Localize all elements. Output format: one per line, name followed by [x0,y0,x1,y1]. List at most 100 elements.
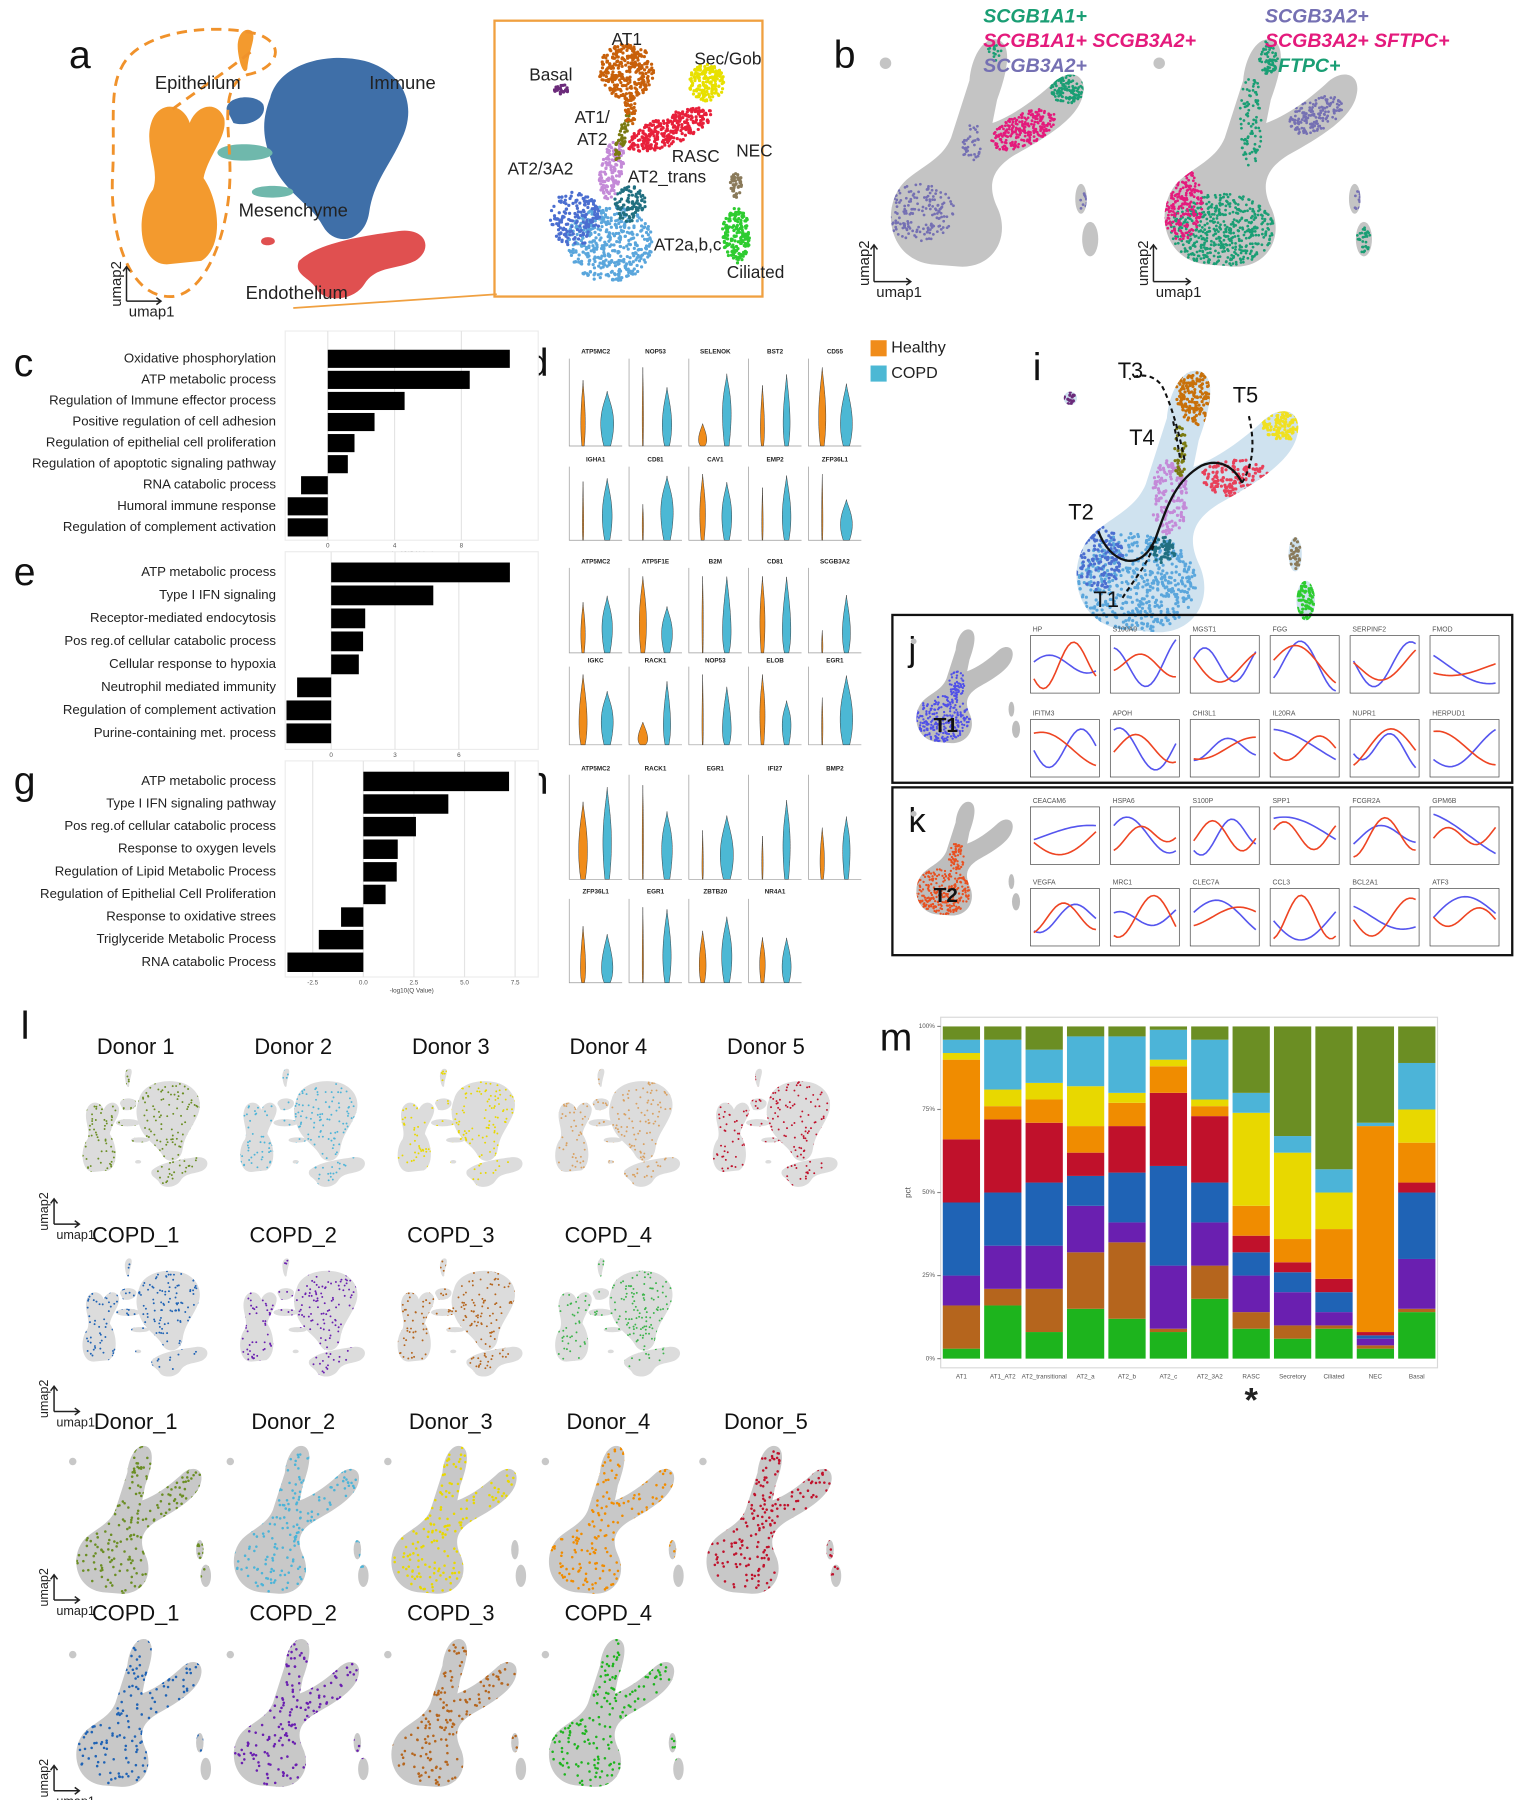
cell-dot [650,130,654,134]
cell-dot [1356,190,1359,193]
cell-dot [600,78,604,82]
bar-segment [1149,1066,1188,1093]
cell-dot [1159,572,1163,576]
cell-dot [1040,134,1044,138]
cell-dot [641,129,645,133]
bar-segment [984,1119,1022,1193]
subcluster-label: AT1 [612,29,642,49]
cell-dot [1248,252,1252,256]
cell-dot [1221,202,1224,206]
cell-dot [739,221,743,225]
cell-dot [1172,552,1177,556]
cell-dot [677,114,681,119]
cell-dot [1288,120,1292,123]
cell-dot [614,179,618,183]
cell-dot [1241,87,1245,91]
bar [363,816,416,837]
cell-dot [1167,191,1171,195]
bar-segment [1398,1312,1436,1359]
cell-dot [1290,124,1294,128]
cell-dot [1239,117,1242,121]
bar-segment [1273,1239,1312,1263]
bar-segment [1149,1092,1188,1166]
cell-dot [1266,213,1270,216]
cell-dot [1058,87,1061,90]
cell-dot [730,238,734,242]
cell-dot [585,218,589,222]
cell-dot [645,76,650,80]
cell-dot [924,207,928,210]
cell-dot [1142,580,1146,584]
cell-dot [1203,195,1207,199]
cell-dot [1187,167,1191,171]
cell-dot [1229,258,1232,262]
cell-dot [680,125,684,129]
cell-dot [963,138,966,142]
bar [331,585,434,606]
cell-dot [626,205,630,210]
cell-dot [1215,237,1218,241]
gene-label: NOP53 [705,658,726,665]
cell-dot [1153,481,1157,485]
cell-dot [1131,562,1135,566]
cell-dot [627,214,631,219]
cell-dot [1238,248,1241,251]
cell-dot [1179,250,1183,253]
cell-dot [1089,580,1093,584]
cell-dot [1114,548,1118,552]
cell-dot [1173,171,1177,175]
cell-dot [652,134,656,138]
cell-dot [1079,207,1083,210]
cell-dot [1182,221,1186,224]
cell-dot [1002,133,1006,137]
cell-dot [968,124,972,128]
cell-dot [669,136,673,140]
cell-dot [617,73,621,78]
cell-dot [617,48,621,52]
cell-dot [1181,168,1185,172]
cell-dot [963,142,966,146]
cell-dot [579,193,583,197]
cell-dot [1239,122,1243,126]
cell-dot [587,259,591,263]
cell-dot [621,136,626,140]
cell-dot [1050,117,1054,120]
cell-dot [664,129,668,133]
cell-dot [692,89,696,93]
cell-dot [1160,476,1164,480]
bar-segment [1108,1036,1146,1093]
cell-dot [928,228,932,232]
cell-dot [1036,132,1040,136]
cell-dot [1239,209,1243,213]
cell-dot [1197,197,1200,201]
cell-dot [678,111,682,116]
cell-dot [605,264,609,268]
cell-dot [1163,202,1167,206]
cell-dot [593,207,597,212]
cell-dot [1181,186,1185,190]
cell-dot [1162,209,1165,213]
gene-label: BST2 [767,348,784,355]
bar-segment [1398,1182,1436,1193]
bar-segment [1356,1026,1395,1123]
cell-dot [1250,255,1254,258]
cell-dot [1301,111,1305,114]
cell-dot [1159,600,1163,604]
cell-dot [911,212,915,215]
cell-dot [619,197,624,201]
cell-dot [1240,99,1244,102]
violin-axes [808,567,862,654]
cell-dot [1358,190,1361,194]
cell-dot [669,129,673,133]
cell-dot [744,224,749,228]
cell-dot [1257,126,1261,130]
cell-dot [1317,125,1320,128]
cell-dot [1247,236,1251,240]
violin [761,487,764,541]
cell-dot [1254,159,1258,163]
cell-dot [1243,151,1247,154]
cell-dot [1162,493,1166,497]
cell-dot [1242,233,1246,237]
cell-dot [619,219,624,224]
cell-dot [1096,580,1100,585]
